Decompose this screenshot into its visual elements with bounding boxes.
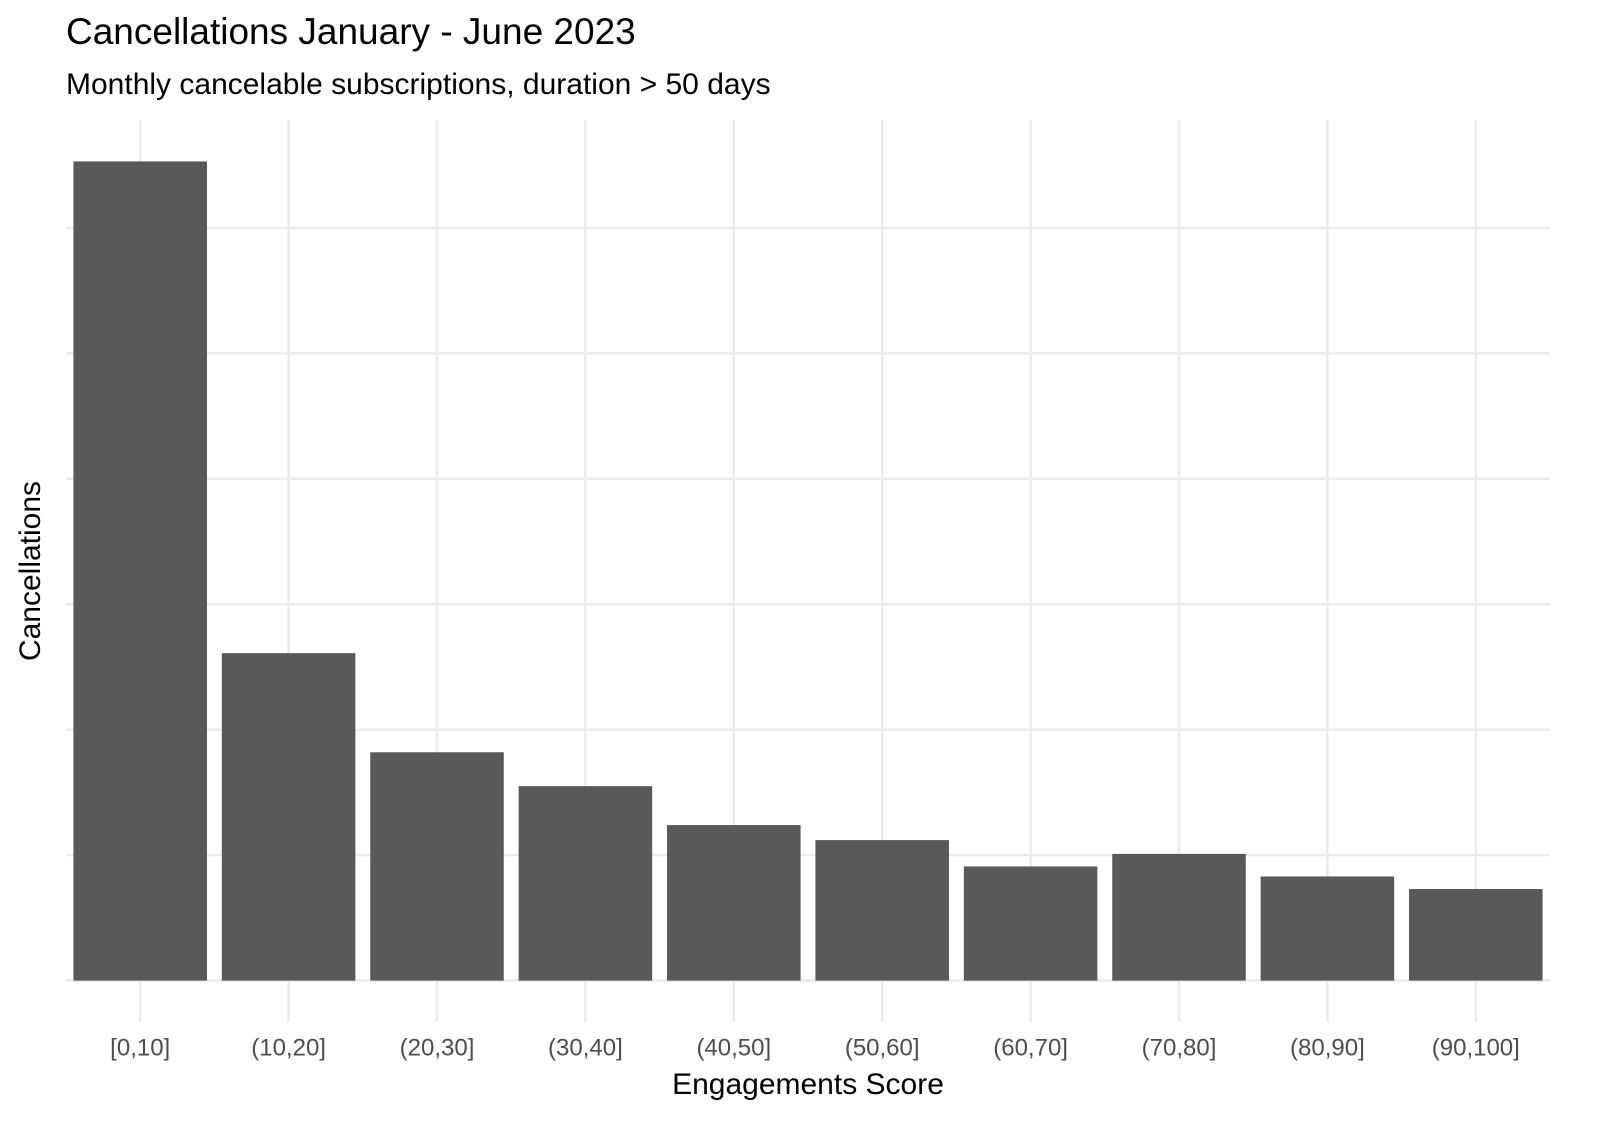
- x-tick-label: [0,10]: [110, 1034, 170, 1061]
- x-tick-label: (10,20]: [251, 1034, 326, 1061]
- bar: [370, 752, 504, 981]
- bar: [963, 866, 1098, 981]
- x-tick-label: (70,80]: [1142, 1034, 1217, 1061]
- x-tick-label: (20,30]: [400, 1034, 475, 1061]
- chart-subtitle: Monthly cancelable subscriptions, durati…: [66, 68, 771, 101]
- x-tick-label: (30,40]: [548, 1034, 623, 1061]
- bar: [1409, 889, 1543, 981]
- bar: [518, 786, 653, 981]
- bar: [221, 653, 356, 981]
- x-tick-label: (80,90]: [1290, 1034, 1365, 1061]
- bar: [667, 825, 801, 981]
- y-axis-label: Cancellations: [14, 481, 47, 661]
- bar: [1112, 853, 1246, 981]
- x-tick-label: (90,100]: [1432, 1034, 1520, 1061]
- x-tick-label: (40,50]: [696, 1034, 771, 1061]
- bar: [73, 161, 207, 981]
- chart-title: Cancellations January - June 2023: [66, 11, 636, 52]
- bars: [73, 161, 1543, 981]
- x-tick-label: (60,70]: [993, 1034, 1068, 1061]
- bar: [815, 840, 949, 981]
- bar: [1260, 876, 1395, 981]
- x-tick-label: (50,60]: [845, 1034, 920, 1061]
- x-axis-label: Engagements Score: [672, 1068, 944, 1101]
